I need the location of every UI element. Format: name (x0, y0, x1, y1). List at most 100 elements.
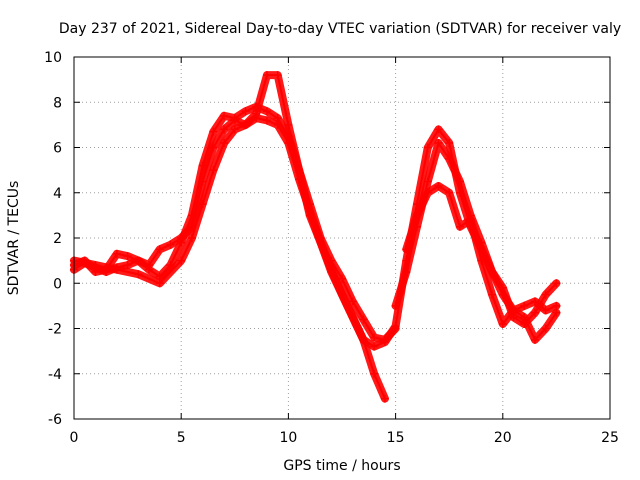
data-point-plus (112, 249, 121, 258)
data-point-plus (488, 290, 497, 299)
data-point-plus (445, 154, 454, 163)
data-point-plus (112, 265, 121, 274)
x-tick-label: 15 (387, 430, 405, 446)
y-tick-label: 10 (44, 50, 62, 66)
data-point-plus (434, 138, 443, 147)
data-point-plus (391, 301, 400, 310)
data-point-plus (262, 107, 271, 116)
data-point-plus (530, 308, 539, 317)
data-point-plus (273, 71, 282, 80)
data-point-plus (123, 252, 132, 261)
data-point-plus (338, 290, 346, 299)
data-point-plus (284, 120, 293, 129)
data-point-plus (509, 306, 518, 315)
data-point-plus (445, 188, 454, 197)
data-point-plus (370, 369, 379, 378)
data-point-plus (466, 215, 475, 224)
data-point-plus (241, 107, 250, 116)
data-point-plus (413, 211, 422, 220)
y-tick-label: -6 (48, 412, 62, 428)
data-point-plus (380, 394, 389, 403)
data-point-plus (241, 120, 250, 129)
data-point-plus (552, 301, 561, 310)
y-tick-label: 8 (53, 95, 62, 111)
data-point-plus (530, 335, 539, 344)
grid-lines (74, 57, 610, 419)
data-point-plus (230, 116, 239, 125)
y-tick-labels: -6 -4 -2 0 2 4 6 8 10 (44, 50, 62, 428)
data-point-plus (488, 267, 497, 276)
data-point-plus (134, 256, 143, 265)
data-point-plus (262, 71, 271, 80)
x-axis-label: GPS time / hours (283, 458, 400, 474)
data-point-plus (209, 166, 218, 175)
data-point-plus (273, 120, 282, 129)
data-point-plus (434, 125, 443, 134)
x-tick-label: 5 (177, 430, 186, 446)
data-point-plus (391, 322, 400, 331)
y-axis-label: SDTVAR / TECUs (6, 181, 22, 296)
data-point-plus (262, 116, 271, 125)
data-point-plus (348, 313, 357, 322)
data-point-plus (434, 181, 443, 190)
data-point-plus (370, 333, 379, 342)
data-point-plus (541, 290, 550, 299)
data-point-plus (423, 177, 432, 186)
data-point-plus (316, 238, 325, 247)
data-point-plus (498, 290, 507, 299)
data-point-plus (348, 297, 357, 306)
axis-ticks (73, 56, 611, 420)
data-point-plus (327, 265, 336, 274)
data-point-plus (498, 319, 507, 328)
data-point-plus (155, 245, 164, 254)
data-point-plus (552, 279, 561, 288)
data-point-plus (220, 125, 229, 134)
data-point-plus (209, 127, 218, 136)
data-point-plus (91, 267, 100, 276)
data-point-plus (552, 308, 561, 317)
data-series (70, 71, 561, 403)
data-point-plus (541, 324, 550, 333)
data-point-plus (145, 261, 154, 270)
data-point-plus (305, 211, 314, 220)
x-tick-label: 20 (494, 430, 512, 446)
data-point-plus (477, 256, 486, 265)
y-tick-label: 6 (53, 141, 62, 157)
data-point-plus (198, 200, 207, 209)
data-point-plus (177, 256, 186, 265)
y-tick-label: -2 (48, 322, 62, 338)
data-point-plus (220, 138, 229, 147)
data-point-plus (220, 111, 229, 120)
data-point-plus (402, 267, 411, 276)
data-point-plus (530, 297, 539, 306)
x-tick-label: 25 (601, 430, 619, 446)
data-point-plus (455, 222, 464, 231)
data-point-plus (455, 177, 464, 186)
data-point-plus (520, 301, 529, 310)
x-tick-labels: 0 5 10 15 20 25 (70, 430, 619, 446)
data-point-plus (380, 338, 389, 347)
data-point-plus (359, 315, 368, 324)
series-track-2-band (70, 114, 389, 403)
data-point-plus (423, 188, 432, 197)
y-tick-label: 2 (53, 231, 62, 247)
x-tick-label: 10 (279, 430, 297, 446)
data-point-plus (295, 166, 304, 175)
x-tick-label: 0 (70, 430, 79, 446)
data-point-plus (541, 306, 550, 315)
data-point-plus (359, 335, 368, 344)
data-point-plus (370, 342, 379, 351)
data-point-plus (252, 109, 261, 118)
chart-title: Day 237 of 2021, Sidereal Day-to-day VTE… (59, 21, 621, 37)
data-point-plus (209, 143, 218, 152)
data-point-plus (166, 240, 175, 249)
y-tick-label: -4 (48, 367, 62, 383)
data-point-plus (423, 143, 432, 152)
data-point-plus (134, 270, 143, 279)
y-tick-label: 4 (53, 186, 62, 202)
data-point-plus (187, 234, 196, 242)
y-tick-label: 0 (53, 276, 62, 292)
data-point-plus (402, 245, 411, 254)
data-point-plus (445, 138, 454, 147)
